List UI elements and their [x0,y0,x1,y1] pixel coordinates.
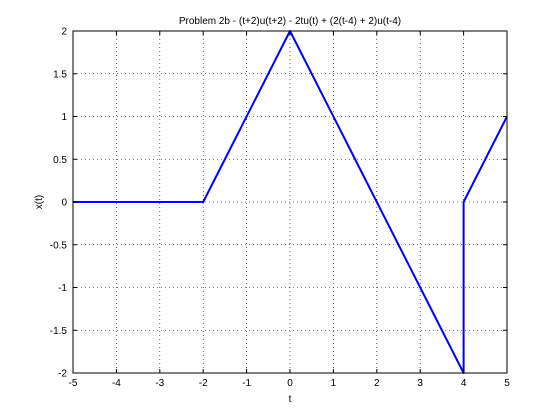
y-tick-labels: -2 -1.5 -1 -0.5 0 0.5 1 1.5 2 [50,27,68,380]
x-axis-label: t [289,394,292,405]
x-tick-label: 5 [504,378,510,389]
x-tick-label: 4 [461,378,467,389]
y-tick-label: -1 [58,283,67,294]
y-tick-label: 2 [61,27,67,38]
x-tick-label: 3 [417,378,423,389]
y-tick-label: 0 [61,198,67,209]
y-tick-label: -0.5 [50,240,68,251]
x-tick-label: 1 [331,378,337,389]
y-tick-label: 1 [61,112,67,123]
x-tick-label: 0 [287,378,293,389]
x-tick-label: -3 [155,378,164,389]
x-tick-label: -5 [69,378,78,389]
series-line [73,30,508,374]
tick-marks [72,30,508,374]
grid-lines [73,31,507,373]
y-axis-label: x(t) [34,195,45,209]
x-tick-label: -2 [199,378,208,389]
chart-title: Problem 2b - (t+2)u(t+2) - 2tu(t) + (2(t… [179,16,401,27]
y-tick-label: 0.5 [53,155,67,166]
y-tick-label: -1.5 [50,326,68,337]
x-tick-label: -1 [242,378,251,389]
x-tick-labels: -5 -4 -3 -2 -1 0 1 2 3 4 5 [69,378,511,389]
x-tick-label: -4 [112,378,121,389]
series-layer [73,30,508,374]
plot-area: -5 -4 -3 -2 -1 0 1 2 3 4 5 -2 -1.5 -1 -0.5 0 0.5 1 1.5 2 [50,27,510,390]
y-tick-label: -2 [58,369,67,380]
x-tick-label: 2 [374,378,380,389]
y-tick-label: 1.5 [53,69,67,80]
